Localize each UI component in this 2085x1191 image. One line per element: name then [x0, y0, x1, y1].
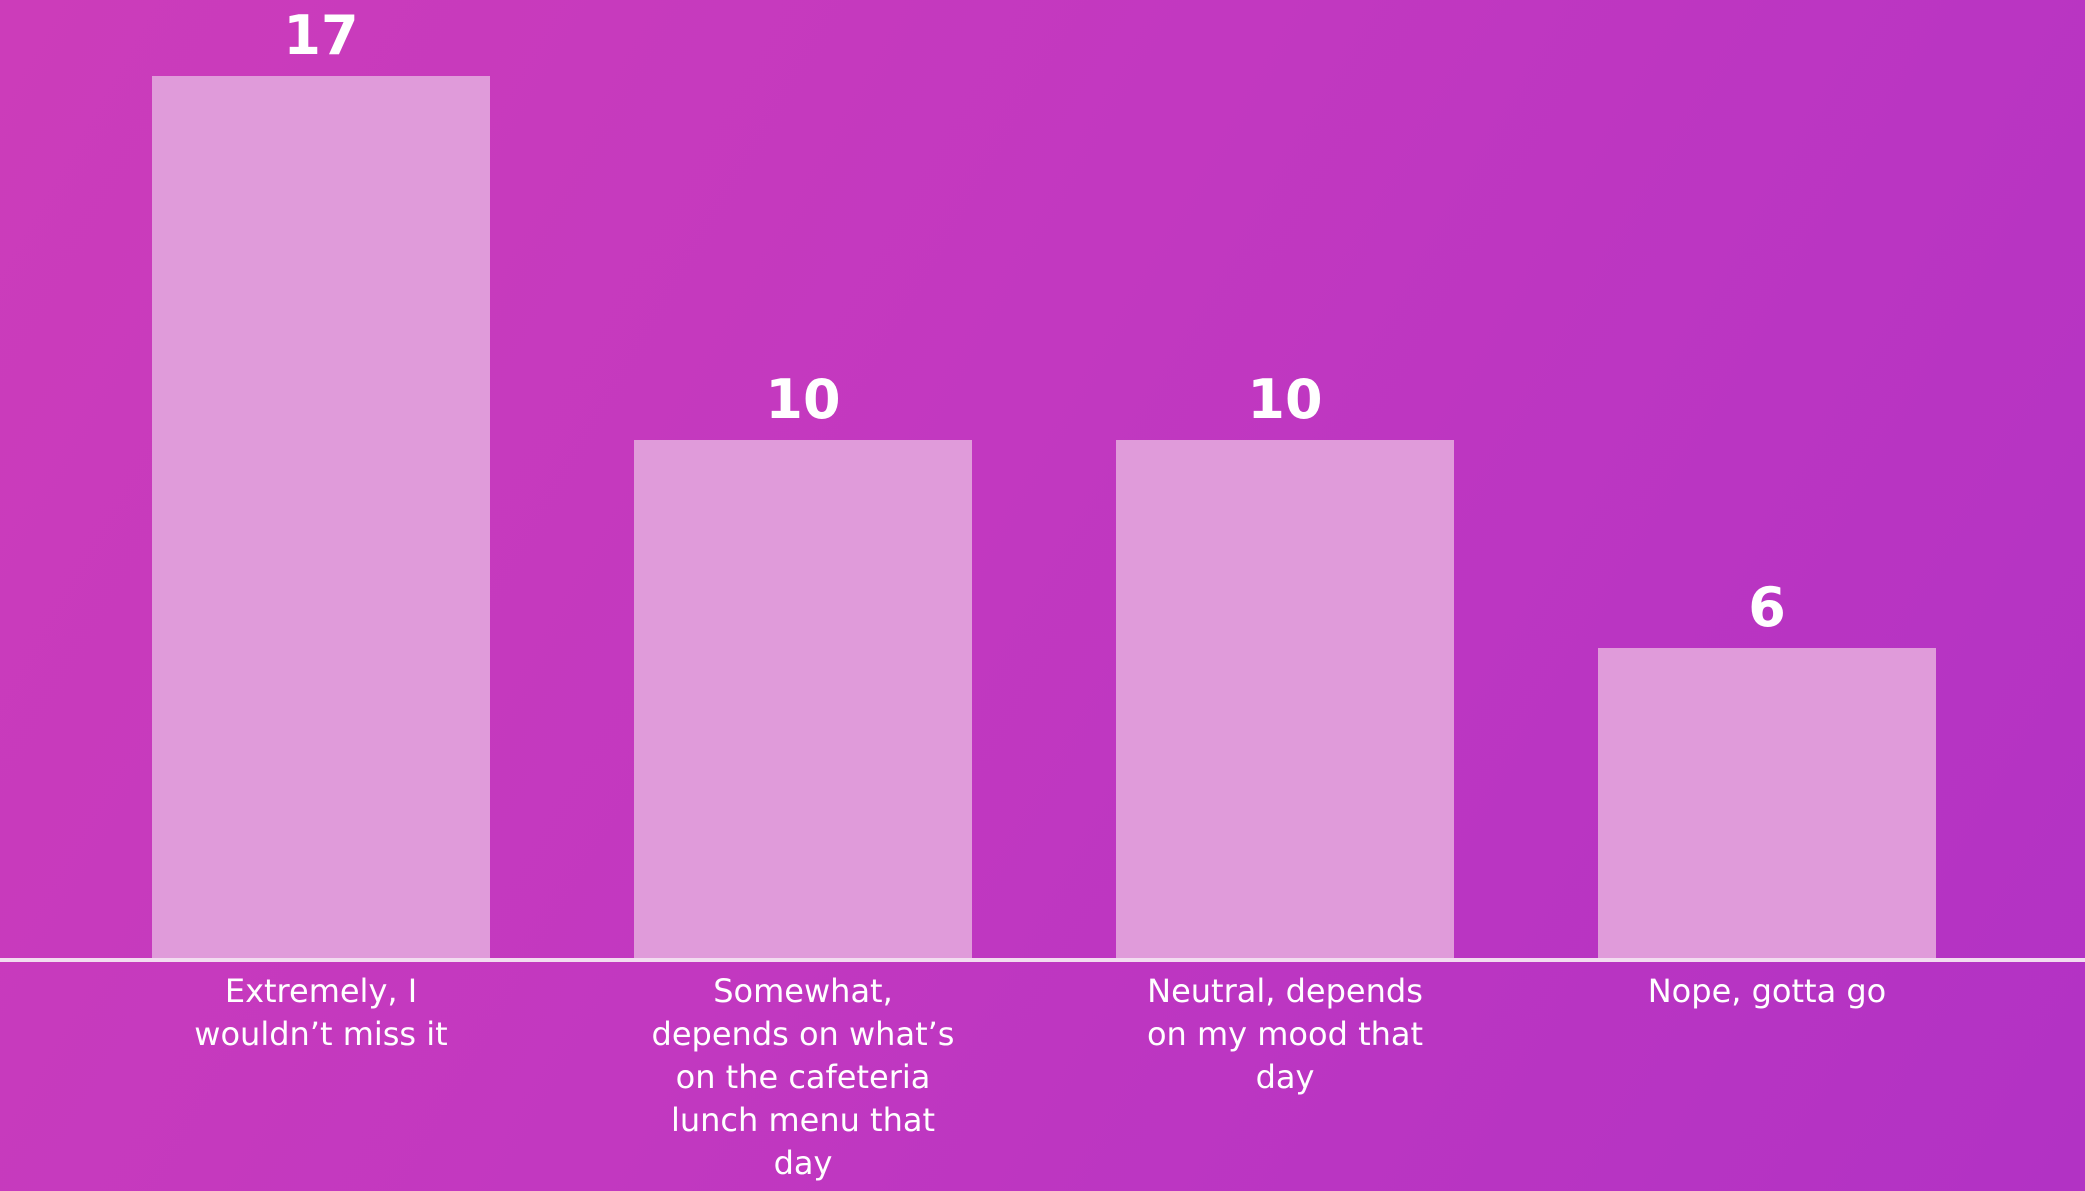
category-label-line: on my mood that	[1146, 1015, 1424, 1053]
bar-value-label-4: 6	[1748, 576, 1786, 639]
category-label-3: Neutral, depends on my mood that day	[1085, 970, 1485, 1099]
category-label-line: wouldn’t miss it	[194, 1015, 448, 1053]
category-label-4: Nope, gotta go	[1567, 970, 1967, 1013]
category-label-line: day	[1255, 1058, 1315, 1096]
category-label-line: Nope, gotta go	[1647, 972, 1887, 1010]
category-label-line: day	[773, 1144, 833, 1182]
category-label-line: Extremely, I	[224, 972, 418, 1010]
bar-1	[152, 76, 490, 960]
category-label-line: depends on what’s	[651, 1015, 955, 1053]
category-label-2: Somewhat, depends on what’s on the cafeter…	[603, 970, 1003, 1185]
bar-3	[1116, 440, 1454, 960]
bar-value-label-2: 10	[765, 368, 840, 431]
bar-value-label-3: 10	[1247, 368, 1322, 431]
bar-value-label-1: 17	[283, 4, 358, 67]
category-label-line: Somewhat,	[713, 972, 893, 1010]
bar-2	[634, 440, 972, 960]
category-label-line: lunch menu that	[670, 1101, 936, 1139]
category-label-line: on the cafeteria	[675, 1058, 931, 1096]
bar-4	[1598, 648, 1936, 960]
category-label-line: Neutral, depends	[1147, 972, 1423, 1010]
category-label-1: Extremely, I wouldn’t miss it	[121, 970, 521, 1056]
